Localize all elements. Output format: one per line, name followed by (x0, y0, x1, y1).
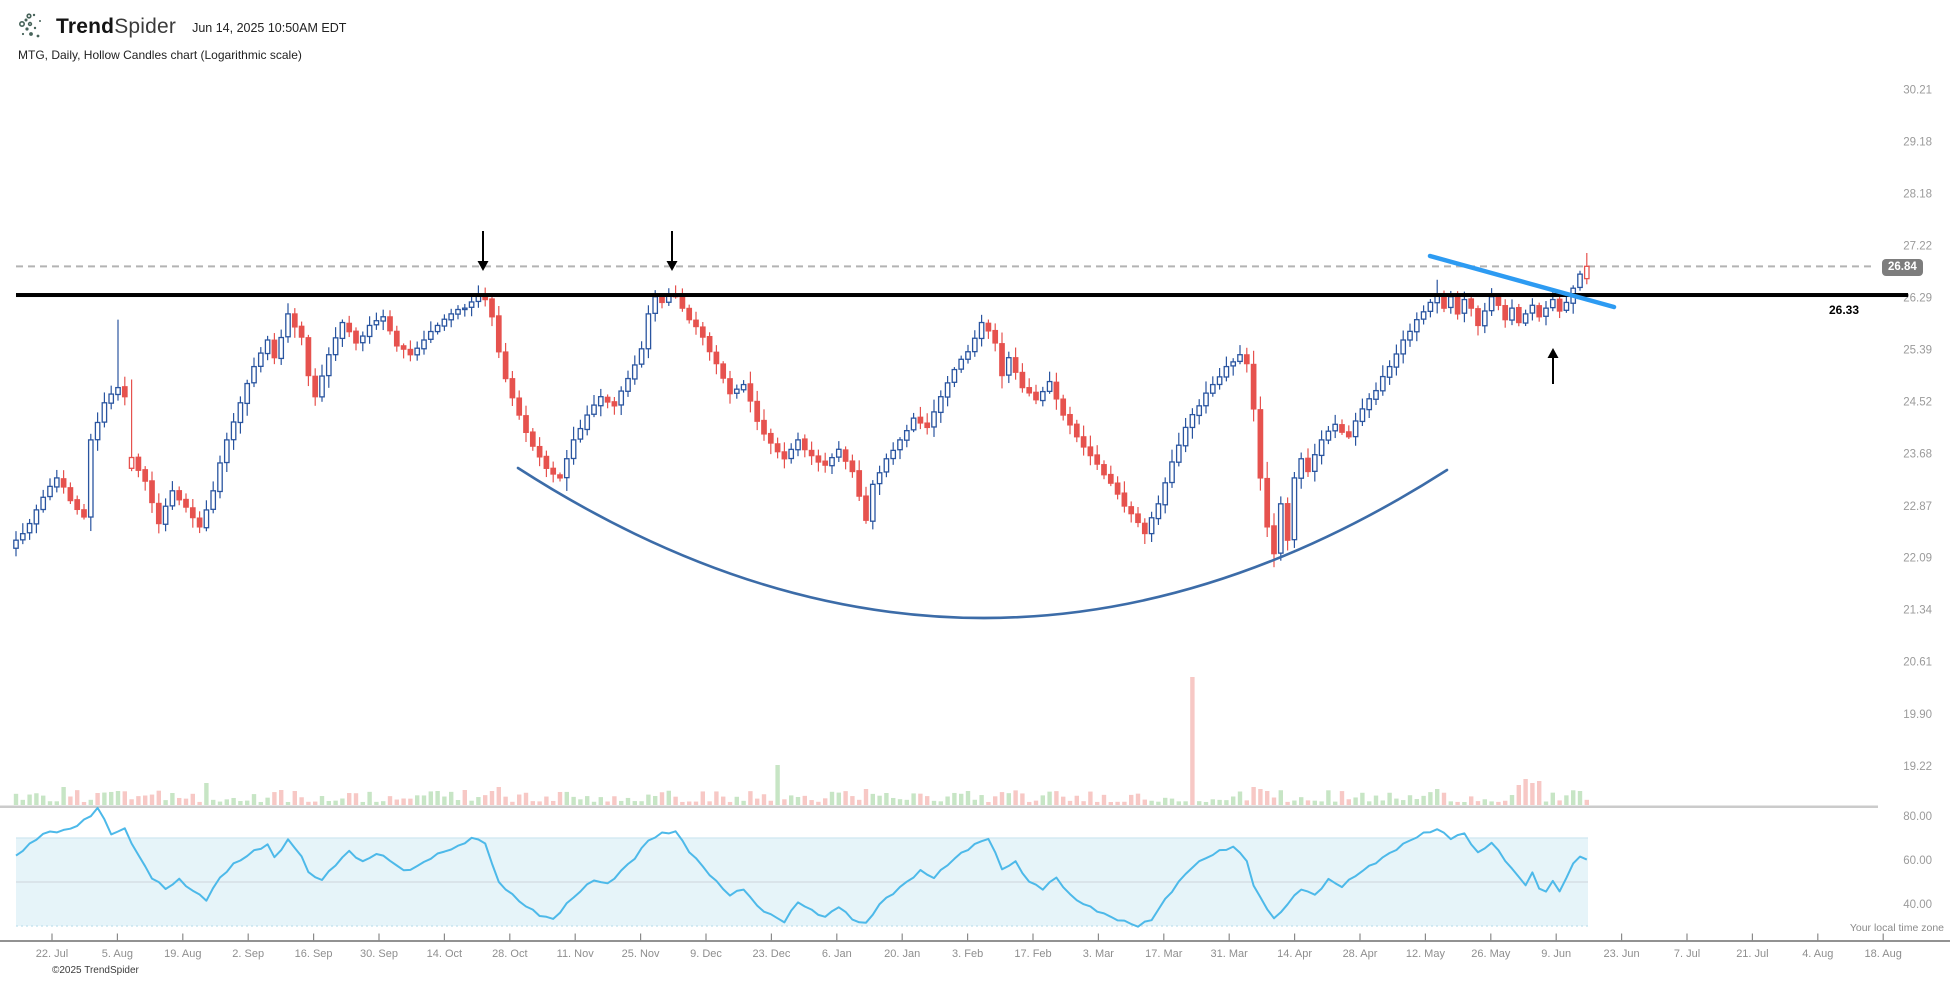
date-axis-label[interactable]: 31. Mar (1211, 948, 1249, 960)
up-arrow-head (1547, 348, 1559, 358)
volume-layer[interactable] (0, 677, 1878, 808)
oscillator-layer[interactable] (15, 806, 1588, 928)
date-axis-label[interactable]: 14. Apr (1277, 948, 1312, 960)
price-axis-label[interactable]: 19.22 (1903, 761, 1932, 773)
date-axis-label[interactable]: 11. Nov (557, 948, 595, 960)
price-axis-label[interactable]: 25.39 (1903, 344, 1932, 356)
price-axis-labels[interactable]: 30.21 29.18 28.18 27.22 26.29 25.39 24.52 23.68… (1903, 84, 1932, 773)
support-horizontal-line (16, 293, 1908, 298)
date-axis-label[interactable]: 23. Dec (752, 948, 790, 960)
price-axis-label[interactable]: 22.09 (1903, 553, 1932, 565)
date-axis-label[interactable]: 28. Oct (492, 948, 527, 960)
date-axis-label[interactable]: 28. Apr (1343, 948, 1378, 960)
date-axis-label[interactable]: 30. Sep (360, 948, 398, 960)
brand-spider: Spider (114, 15, 177, 38)
date-axis-label[interactable]: 21. Jul (1736, 948, 1768, 960)
date-axis-label[interactable]: 3. Mar (1083, 948, 1115, 960)
date-axis-label[interactable]: 20. Jan (884, 948, 920, 960)
oscillator-axis-labels[interactable]: 80.00 60.00 40.00 (1903, 811, 1932, 911)
date-axis-label[interactable]: 6. Jan (822, 948, 852, 960)
price-axis-label[interactable]: 22.87 (1903, 501, 1932, 513)
price-axis-label[interactable]: 28.18 (1903, 188, 1932, 200)
date-axis-label[interactable]: 16. Sep (295, 948, 333, 960)
saucer-curve-annotation (516, 466, 1449, 620)
volume-baseline (0, 805, 1878, 808)
price-axis-label[interactable]: 27.22 (1903, 240, 1932, 252)
oscillator-axis-label[interactable]: 40.00 (1903, 899, 1932, 911)
date-axis-label[interactable]: 2. Sep (232, 948, 264, 960)
price-axis-label[interactable]: 21.34 (1903, 604, 1932, 616)
chart-subtitle: MTG, Daily, Hollow Candles chart (Logari… (18, 48, 302, 62)
price-axis-label[interactable]: 19.90 (1903, 709, 1932, 721)
oscillator-axis-label[interactable]: 80.00 (1903, 811, 1932, 823)
date-axis-label[interactable]: 12. May (1406, 948, 1446, 960)
brand-trend: Trend (56, 15, 115, 38)
date-axis-label[interactable]: 19. Aug (164, 948, 201, 960)
price-axis-label[interactable]: 24.52 (1903, 397, 1932, 409)
date-axis-label[interactable]: 22. Jul (36, 948, 68, 960)
chart-timestamp: Jun 14, 2025 10:50AM EDT (192, 21, 347, 35)
date-axis-label[interactable]: 9. Dec (690, 948, 722, 960)
price-axis-label[interactable]: 29.18 (1903, 136, 1932, 148)
date-axis-label[interactable]: 17. Mar (1145, 948, 1183, 960)
date-axis-label[interactable]: 7. Jul (1674, 948, 1700, 960)
date-axis-label[interactable]: 25. Nov (622, 948, 660, 960)
brand-wordmark: TrendSpider (56, 15, 176, 39)
date-axis[interactable]: 22. Jul 5. Aug 19. Aug 2. Sep 16. Sep 30. Sep… (0, 933, 1950, 961)
price-axis-label[interactable]: 30.21 (1903, 84, 1932, 96)
date-axis-label[interactable]: 26. May (1471, 948, 1511, 960)
date-axis-label[interactable]: 5. Aug (102, 948, 133, 960)
oscillator-axis-label[interactable]: 60.00 (1903, 855, 1932, 867)
annotations-layer[interactable] (16, 231, 1908, 620)
date-axis-label[interactable]: 3. Feb (952, 948, 983, 960)
date-axis-label[interactable]: 23. Jun (1604, 948, 1640, 960)
down-arrow-head (477, 261, 489, 271)
candles-layer[interactable] (13, 253, 1590, 568)
price-axis-label[interactable]: 23.68 (1903, 449, 1932, 461)
trendspider-logo-icon (18, 13, 41, 38)
date-axis-label[interactable]: 17. Feb (1014, 948, 1051, 960)
date-axis-label[interactable]: 14. Oct (427, 948, 462, 960)
price-axis-label[interactable]: 20.61 (1903, 656, 1932, 668)
descending-trendline-annotation (1427, 253, 1617, 310)
date-axis-label[interactable]: 18. Aug (1865, 948, 1902, 960)
date-axis-label[interactable]: 4. Aug (1802, 948, 1833, 960)
oscillator-line (15, 806, 1588, 928)
down-arrow-head (666, 261, 678, 271)
date-axis-label[interactable]: 9. Jun (1541, 948, 1571, 960)
header: TrendSpider Jun 14, 2025 10:50AM EDT (18, 12, 346, 42)
price-axis-label[interactable]: 26.29 (1903, 292, 1932, 304)
